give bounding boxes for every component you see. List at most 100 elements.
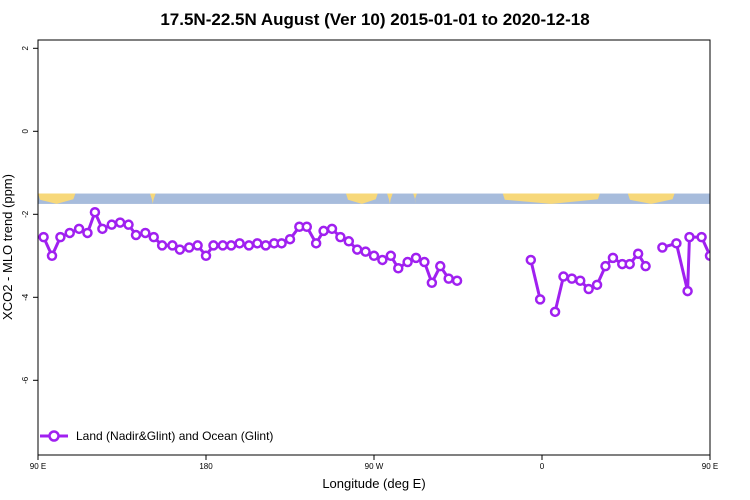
x-axis-label: Longitude (deg E)	[322, 476, 425, 491]
data-point	[624, 258, 635, 270]
data-point	[575, 275, 586, 286]
data-point	[114, 217, 126, 228]
data-point	[368, 250, 380, 262]
x-axis: 90 E 180 90 W 0 90 E	[30, 455, 718, 471]
data-point	[410, 252, 422, 264]
series-line	[661, 235, 710, 293]
data-point	[558, 271, 569, 282]
plot-frame	[37, 39, 711, 456]
data-point	[600, 260, 611, 272]
y-axis: 2 0 -2 -4 -6	[21, 46, 38, 384]
data-point	[326, 223, 338, 235]
data-point	[402, 256, 413, 268]
data-point	[525, 254, 537, 266]
data-point	[225, 240, 237, 251]
data-point	[64, 227, 75, 239]
data-point	[696, 231, 707, 243]
data-point	[46, 250, 58, 262]
data-point	[55, 231, 66, 243]
land-segment	[413, 193, 417, 204]
data-point	[724, 229, 732, 237]
data-point	[534, 294, 546, 305]
data-point	[200, 250, 212, 262]
data-point	[607, 252, 619, 264]
data-point	[451, 275, 463, 286]
data-point	[89, 206, 101, 218]
data-point	[393, 263, 404, 274]
data-point	[318, 225, 329, 237]
x-tick-label: 0	[540, 462, 545, 471]
y-axis-label: XCO2 - MLO trend (ppm)	[0, 174, 15, 320]
y-tick-label: -4	[21, 293, 30, 301]
x-tick-label: 180	[199, 462, 213, 471]
data-point	[671, 238, 682, 249]
data-point	[123, 219, 134, 230]
data-point	[301, 221, 313, 232]
y-tick-label: 2	[21, 46, 30, 51]
data-point	[632, 248, 644, 259]
legend: Land (Nadir&Glint) and Ocean (Glint)	[40, 429, 273, 443]
data-point	[704, 250, 710, 262]
land-segment	[346, 193, 378, 204]
data-point	[443, 273, 454, 284]
data-point	[360, 246, 371, 257]
data-point	[351, 244, 363, 255]
data-point	[38, 231, 49, 243]
data-point	[234, 238, 245, 249]
data-point	[715, 233, 723, 241]
data-point	[167, 240, 178, 251]
data-point	[385, 250, 397, 262]
data-point	[377, 254, 388, 266]
y-tick-label: -6	[21, 376, 30, 384]
land-segment	[150, 193, 156, 204]
data-point	[284, 233, 296, 245]
data-point	[591, 279, 603, 291]
series-line	[529, 259, 542, 300]
data-point	[208, 240, 219, 251]
data-point	[566, 273, 578, 284]
data-point	[732, 223, 740, 231]
x-tick-label: 90 E	[30, 462, 46, 471]
land-segment	[502, 193, 600, 204]
land-segment	[627, 193, 675, 204]
land-segment	[38, 193, 76, 204]
data-point	[549, 306, 561, 318]
data-point	[217, 240, 229, 251]
data-point	[435, 260, 446, 272]
data-point	[73, 223, 85, 235]
data-point	[106, 219, 117, 230]
data-point	[426, 277, 438, 289]
legend-label: Land (Nadir&Glint) and Ocean (Glint)	[76, 429, 273, 443]
data-point	[243, 240, 255, 251]
data-point	[156, 240, 168, 251]
data-point	[252, 238, 263, 249]
data-point	[260, 240, 271, 251]
data-point	[130, 229, 142, 241]
data-point	[583, 283, 594, 295]
data-point	[140, 227, 151, 239]
chart-title: 17.5N-22.5N August (Ver 10) 2015-01-01 t…	[160, 10, 589, 29]
data-point	[192, 240, 203, 251]
data-point	[343, 236, 355, 247]
data-point	[684, 231, 695, 243]
land-segment	[387, 193, 393, 204]
data-point	[419, 256, 430, 268]
x-tick-label: 90 W	[365, 462, 384, 471]
data-point	[82, 227, 93, 239]
data-point	[657, 242, 668, 253]
land-ocean-strip	[38, 193, 710, 204]
y-tick-label: -2	[21, 210, 30, 218]
legend-marker	[48, 430, 60, 442]
data-point	[148, 231, 159, 243]
data-point	[741, 229, 749, 237]
data-point	[335, 231, 346, 243]
data-point	[174, 244, 186, 255]
data-point	[640, 260, 651, 272]
data-point	[183, 242, 195, 253]
x-tick-label: 90 E	[702, 462, 718, 471]
y-tick-label: 0	[21, 129, 30, 134]
data-point	[310, 238, 322, 249]
data-point	[682, 285, 693, 297]
data-point	[276, 238, 287, 249]
